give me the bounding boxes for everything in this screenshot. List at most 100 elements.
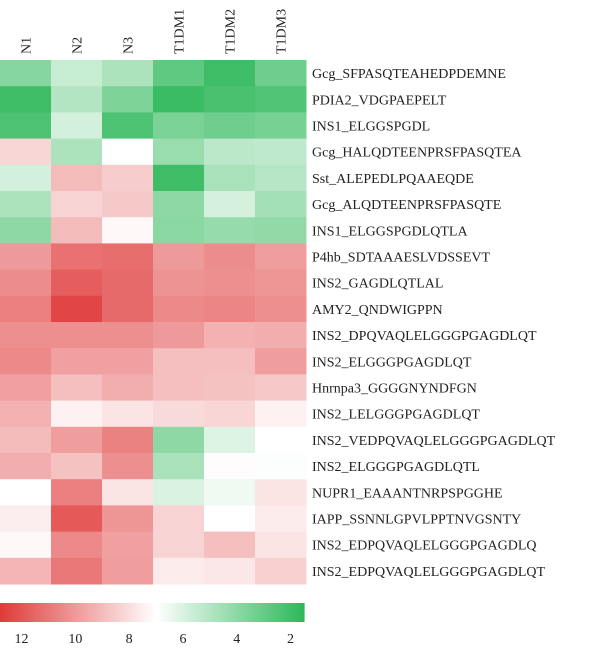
heatmap-cell: [153, 348, 205, 375]
colorbar-segment: [280, 603, 283, 622]
colorbar-segment: [132, 603, 135, 622]
colorbar-segment: [34, 603, 37, 622]
heatmap-cell: [102, 505, 154, 533]
colorbar-segment: [202, 603, 205, 622]
heatmap-cell: [102, 295, 154, 323]
row-label: Gcg_HALQDTEENPRSFPASQTEA: [312, 146, 522, 161]
colorbar-segment: [184, 603, 187, 622]
colorbar-segment: [50, 603, 53, 622]
heatmap-cell: [0, 531, 52, 559]
colorbar-segment: [144, 603, 147, 622]
heatmap-cell: [102, 557, 154, 585]
heatmap-cell: [102, 374, 154, 402]
heatmap-cell: [255, 426, 307, 454]
colorbar-segment: [258, 603, 261, 622]
heatmap-cell: [51, 60, 103, 87]
heatmap-cell: [0, 138, 52, 166]
colorbar-segment: [136, 603, 139, 622]
heatmap-cell: [153, 374, 205, 402]
heatmap-cell: [51, 453, 103, 480]
heatmap-cell: [204, 505, 256, 533]
colorbar-segment: [204, 603, 207, 622]
colorbar-segment: [140, 603, 143, 622]
colorbar-segment: [110, 603, 113, 622]
heatmap-cell: [204, 217, 256, 244]
heatmap-cell: [51, 269, 103, 297]
heatmap-cell: [102, 348, 154, 375]
heatmap-cell: [255, 164, 307, 192]
heatmap-cell: [153, 531, 205, 559]
colorbar-segment: [294, 603, 297, 622]
heatmap-cell: [153, 138, 205, 166]
heatmap-cell: [102, 322, 154, 349]
colorbar-segment: [98, 603, 101, 622]
heatmap-cell: [204, 322, 256, 349]
row-label: NUPR1_EAAANTNRPSPGGHE: [312, 486, 503, 501]
colorbar-segment: [278, 603, 281, 622]
colorbar-segment: [74, 603, 77, 622]
heatmap-cell: [255, 112, 307, 140]
heatmap-cell: [102, 531, 154, 559]
colorbar-segment: [196, 603, 199, 622]
colorbar-segment: [20, 603, 23, 622]
row-label: Gcg_SFPASQTEAHEDPDEMNE: [312, 67, 506, 82]
heatmap-cell: [102, 426, 154, 454]
row-label: INS2_ELGGGPGAGDLQTL: [312, 460, 480, 475]
heatmap-cell: [255, 138, 307, 166]
column-label: T1DM3: [275, 9, 290, 54]
row-label: PDIA2_VDGPAEPELT: [312, 93, 447, 108]
colorbar-segment: [14, 603, 17, 622]
colorbar-segment: [268, 603, 271, 622]
colorbar-segment: [88, 603, 91, 622]
heatmap-cell: [0, 164, 52, 192]
colorbar-segment: [224, 603, 227, 622]
colorbar-segment: [288, 603, 291, 622]
heatmap-cell: [255, 348, 307, 375]
colorbar-segment: [120, 603, 123, 622]
colorbar-segment: [44, 603, 47, 622]
colorbar-segment: [108, 603, 111, 622]
heatmap-cell: [255, 322, 307, 349]
heatmap-cell: [255, 243, 307, 271]
heatmap-cell: [0, 348, 52, 375]
colorbar-segment: [172, 603, 175, 622]
column-label: N1: [20, 37, 35, 54]
colorbar-segment: [38, 603, 41, 622]
colorbar-segment: [260, 603, 263, 622]
heatmap-cell: [0, 191, 52, 218]
colorbar-segment: [166, 603, 169, 622]
row-label: INS1_ELGGSPGDL: [312, 120, 430, 135]
row-label: Gcg_ALQDTEENPRSFPASQTE: [312, 198, 501, 213]
heatmap-cell: [204, 243, 256, 271]
colorbar-segment: [276, 603, 279, 622]
colorbar-segment: [22, 603, 25, 622]
colorbar-segment: [126, 603, 129, 622]
colorbar-segment: [296, 603, 299, 622]
colorbar-segment: [16, 603, 19, 622]
colorbar-segment: [72, 603, 75, 622]
colorbar-segment: [164, 603, 167, 622]
column-label: T1DM1: [173, 9, 188, 54]
colorbar-segment: [92, 603, 95, 622]
heatmap-cell: [153, 426, 205, 454]
heatmap-cell: [153, 453, 205, 480]
heatmap-cell: [102, 164, 154, 192]
heatmap-cell: [102, 269, 154, 297]
heatmap-cell: [153, 400, 205, 428]
colorbar-tick-label: 2: [287, 632, 294, 647]
heatmap-cell: [51, 86, 103, 113]
colorbar-segment: [178, 603, 181, 622]
heatmap-cell: [0, 374, 52, 402]
heatmap-cell: [0, 453, 52, 480]
colorbar-segment: [80, 603, 83, 622]
colorbar-segment: [130, 603, 133, 622]
heatmap-cell: [51, 217, 103, 244]
heatmap-cell: [255, 269, 307, 297]
heatmap-cell: [51, 426, 103, 454]
heatmap-cell: [153, 164, 205, 192]
colorbar-segment: [182, 603, 185, 622]
heatmap-cell: [153, 217, 205, 244]
heatmap-cell: [204, 479, 256, 506]
colorbar-segment: [282, 603, 285, 622]
colorbar-tick-label: 4: [233, 632, 240, 647]
